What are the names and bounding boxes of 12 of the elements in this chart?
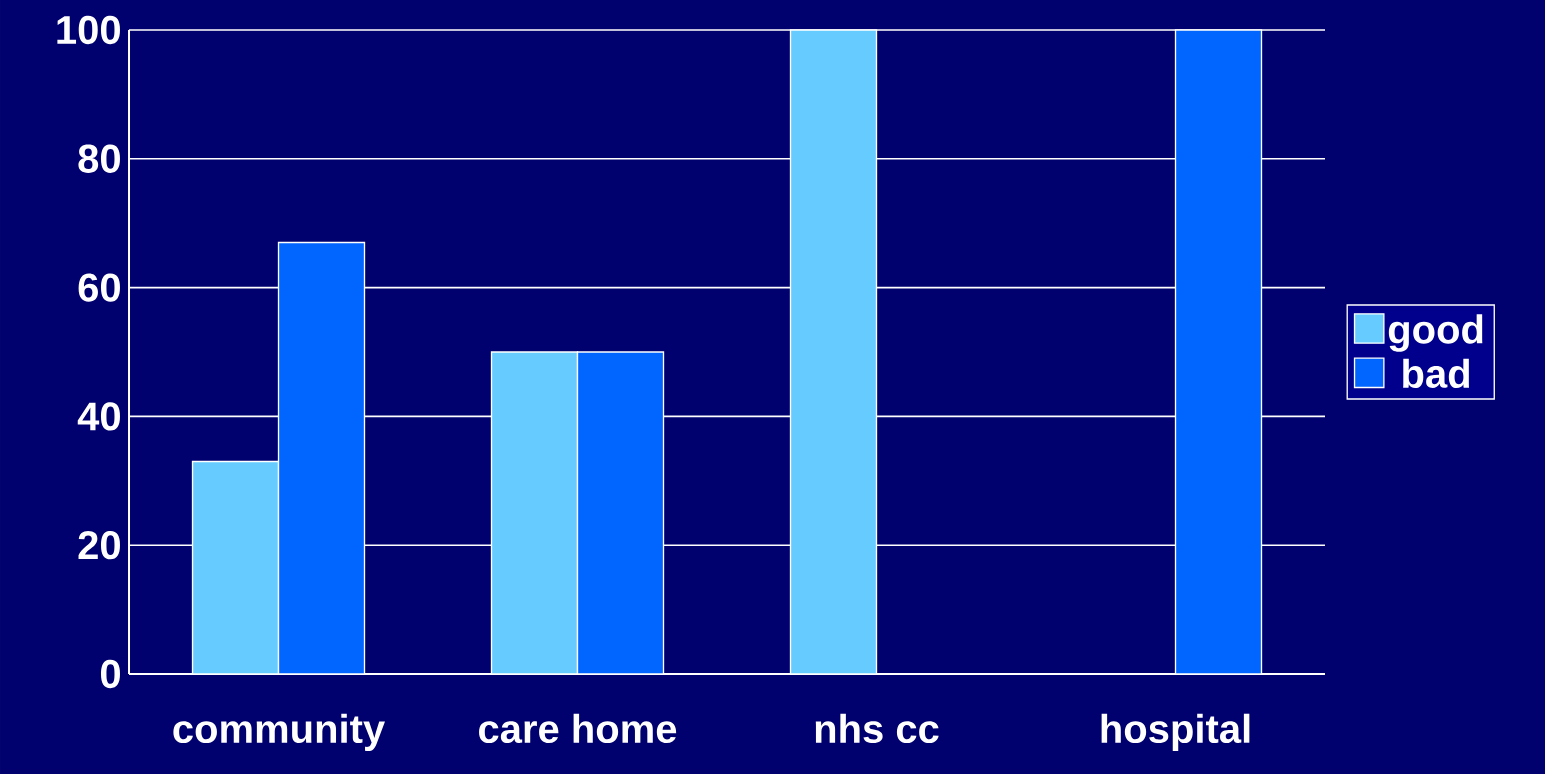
x-tick-label: hospital <box>1101 713 1250 752</box>
y-tick-label: 80 <box>78 144 120 173</box>
y-tick-label: 0 <box>100 659 120 689</box>
x-tick-label: care home <box>479 713 677 744</box>
x-tick-label: nhs cc <box>815 713 939 744</box>
y-tick-label: 40 <box>77 402 120 431</box>
y-tick-label: 20 <box>78 531 120 560</box>
y-tick-label: 100 <box>57 15 120 45</box>
y-tick-label: 60 <box>78 273 120 302</box>
legend-label: good <box>1388 314 1483 352</box>
legend-label: bad <box>1403 358 1469 389</box>
x-tick-label: community <box>173 713 385 752</box>
